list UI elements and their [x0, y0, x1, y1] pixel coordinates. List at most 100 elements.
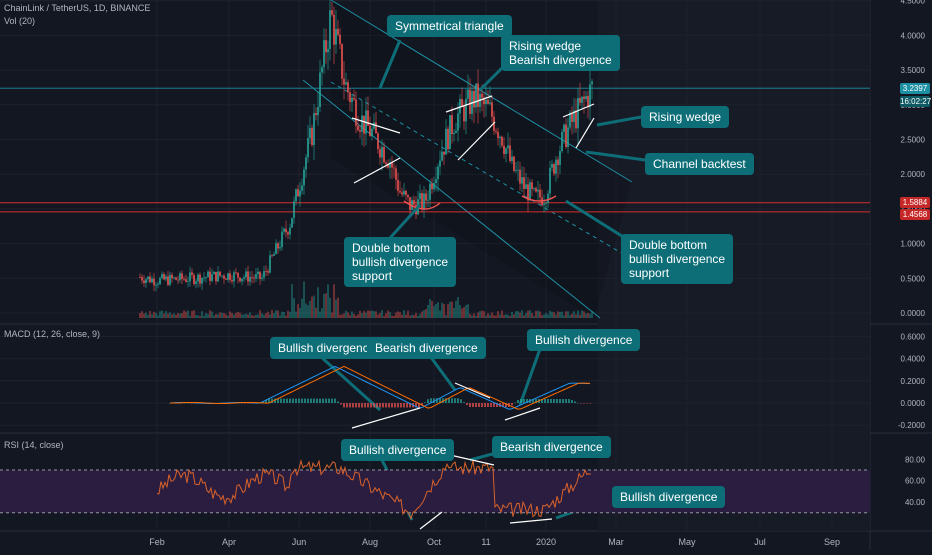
volume-bar: [193, 310, 195, 318]
candle-body: [483, 97, 485, 105]
volume-bar: [245, 313, 247, 318]
volume-bar: [279, 315, 281, 318]
candle-body: [257, 271, 259, 275]
candle-body: [211, 274, 213, 281]
candle-body: [333, 14, 335, 45]
volume-bar: [373, 311, 375, 318]
volume-bar: [355, 315, 357, 318]
volume-bar: [471, 315, 473, 318]
candle-body: [193, 275, 195, 284]
volume-bar: [215, 314, 217, 318]
candle-body: [153, 278, 155, 286]
candle-body: [395, 168, 397, 180]
volume-bar: [145, 312, 147, 318]
volume-bar: [185, 311, 187, 318]
candle-body: [155, 284, 157, 286]
candle-body: [183, 278, 185, 280]
volume-bar: [273, 313, 275, 318]
candle-body: [267, 271, 269, 273]
macd-histogram-bar: [562, 399, 564, 403]
candle-body: [513, 156, 515, 171]
volume-bar: [459, 305, 461, 318]
volume-bar: [451, 301, 453, 318]
macd-histogram-bar: [334, 398, 336, 403]
candle-body: [227, 273, 229, 280]
volume-bar: [207, 314, 209, 318]
candle-body: [345, 82, 347, 85]
macd-histogram-bar: [322, 398, 324, 403]
candle-body: [439, 160, 441, 167]
candle-body: [581, 96, 583, 103]
macd-histogram-bar: [406, 403, 408, 408]
candle-body: [547, 193, 549, 203]
volume-bar: [393, 315, 395, 318]
candle-body: [325, 40, 327, 53]
candle-body: [295, 189, 297, 202]
candle-body: [251, 277, 253, 278]
candle-body: [367, 110, 369, 126]
volume-bar: [591, 311, 593, 318]
volume-bar: [195, 314, 197, 318]
candle-body: [189, 272, 191, 282]
volume-bar: [499, 314, 501, 318]
candle-body: [481, 93, 483, 98]
candle-body: [385, 162, 387, 164]
candle-body: [147, 276, 149, 280]
x-tick-label: 11: [481, 537, 490, 547]
macd-histogram-bar: [298, 398, 300, 403]
candle-body: [379, 149, 381, 158]
macd-histogram-bar: [331, 398, 333, 403]
volume-bar: [201, 311, 203, 318]
macd-histogram-bar: [457, 398, 459, 403]
volume-bar: [265, 313, 267, 318]
volume-bar: [463, 306, 465, 318]
macd-histogram-bar: [310, 398, 312, 403]
volume-bar: [219, 312, 221, 318]
candle-body: [583, 96, 585, 100]
x-tick-label: 2020: [536, 537, 556, 547]
candle-body: [451, 115, 453, 135]
candle-body: [447, 128, 449, 150]
candle-body: [465, 98, 467, 122]
macd-histogram-bar: [397, 403, 399, 408]
candle-body: [159, 278, 161, 285]
volume-bar: [267, 311, 269, 318]
volume-bar: [235, 312, 237, 318]
macd-histogram-bar: [379, 403, 381, 408]
candle-body: [459, 98, 461, 114]
macd-histogram-bar: [388, 403, 390, 408]
volume-bar: [441, 302, 443, 318]
volume-bar: [575, 314, 577, 318]
candle-body: [265, 271, 267, 272]
candle-body: [501, 136, 503, 146]
candle-body: [289, 227, 291, 235]
price-tick-label: 3.5000: [901, 66, 926, 75]
volume-bar: [587, 312, 589, 318]
note-rsi-bearish: Bearish divergence: [492, 436, 611, 458]
macd-histogram-bar: [307, 398, 309, 403]
candle-body: [341, 44, 343, 79]
rsi-divergence-1: [419, 511, 443, 530]
macd-divergence-2: [454, 382, 491, 399]
candle-body: [381, 147, 383, 158]
price-tick-label: 0.5000: [901, 274, 926, 283]
macd-histogram-bar: [340, 403, 342, 405]
double-bottom-arc-2: [521, 195, 557, 202]
macd-histogram-bar: [325, 398, 327, 403]
candle-body: [477, 83, 479, 107]
channel-upper: [330, 0, 633, 183]
volume-bar: [209, 310, 211, 318]
volume-bar: [297, 304, 299, 318]
candle-body: [371, 128, 373, 137]
candle-body: [213, 271, 215, 275]
volume-bar: [223, 313, 225, 318]
volume-bar: [261, 313, 263, 318]
volume-bar: [327, 284, 329, 318]
volume-bar: [295, 311, 297, 318]
candle-body: [323, 40, 325, 68]
note-macd-bullish-2: Bullish divergence: [527, 329, 641, 351]
volume-bar: [483, 311, 485, 318]
volume-bar: [331, 312, 333, 318]
candle-body: [275, 243, 277, 255]
